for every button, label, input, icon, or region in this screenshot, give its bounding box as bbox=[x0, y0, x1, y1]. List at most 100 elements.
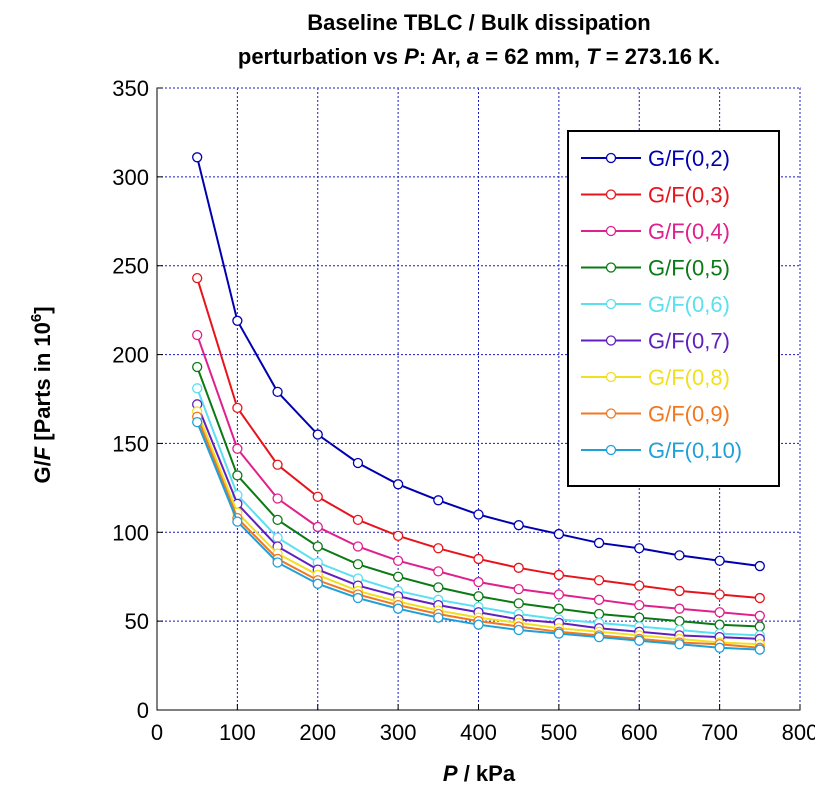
data-point bbox=[352, 559, 364, 570]
legend-marker bbox=[605, 152, 617, 164]
y-tick-label: 0 bbox=[137, 698, 149, 723]
data-point bbox=[714, 607, 725, 618]
data-point bbox=[634, 612, 645, 623]
data-point bbox=[392, 603, 404, 614]
y-tick-label: 350 bbox=[112, 76, 149, 101]
data-point bbox=[232, 443, 243, 454]
data-point bbox=[754, 644, 765, 655]
legend-item: G/F(0,5) bbox=[581, 256, 730, 281]
y-axis-label-part: ] bbox=[30, 306, 55, 313]
legend-box bbox=[567, 130, 780, 487]
data-point bbox=[232, 315, 243, 326]
data-point bbox=[593, 594, 605, 605]
chart-title-line2: perturbation vs P: Ar, a = 62 mm, T = 27… bbox=[238, 44, 720, 69]
data-point bbox=[634, 599, 645, 611]
chart-title-part: a bbox=[467, 44, 479, 69]
data-point bbox=[513, 562, 524, 573]
legend-marker bbox=[605, 408, 617, 419]
data-point bbox=[272, 386, 283, 398]
data-point bbox=[513, 598, 524, 609]
data-point bbox=[513, 624, 524, 636]
legend-label: G/F(0,8) bbox=[648, 365, 730, 390]
series-4 bbox=[192, 329, 765, 621]
data-point bbox=[433, 582, 444, 593]
series-3 bbox=[192, 273, 765, 604]
legend: G/F(0,2) G/F(0,3) G/F(0,4) G/F(0,5) G/F(0,6)… bbox=[567, 130, 780, 487]
data-point bbox=[553, 528, 565, 540]
y-axis-label: G/F [Parts in 106] bbox=[28, 306, 55, 483]
data-point bbox=[714, 589, 725, 600]
data-point bbox=[232, 470, 243, 481]
data-point bbox=[674, 639, 685, 650]
data-point bbox=[433, 612, 444, 623]
data-point bbox=[754, 610, 765, 621]
data-point bbox=[272, 514, 283, 525]
data-point bbox=[433, 495, 444, 506]
data-point bbox=[593, 608, 605, 620]
data-point bbox=[553, 589, 565, 600]
data-point bbox=[312, 521, 323, 533]
series-5 bbox=[192, 361, 765, 632]
data-point bbox=[714, 619, 725, 630]
y-axis-label-part: F bbox=[30, 446, 55, 460]
data-point bbox=[674, 615, 685, 627]
data-point bbox=[312, 491, 323, 502]
data-point bbox=[272, 557, 283, 568]
x-axis-label-unit: / kPa bbox=[458, 761, 516, 786]
legend-marker bbox=[605, 335, 617, 346]
data-point bbox=[473, 553, 484, 565]
legend-item: G/F(0,4) bbox=[581, 219, 730, 244]
legend-item: G/F(0,7) bbox=[581, 329, 730, 354]
data-point bbox=[312, 429, 323, 440]
y-axis-label-part: G/ bbox=[30, 460, 55, 483]
data-point bbox=[714, 555, 725, 566]
legend-label: G/F(0,7) bbox=[648, 329, 730, 354]
x-tick-label: 300 bbox=[380, 720, 417, 745]
data-point bbox=[553, 628, 565, 639]
legend-label: G/F(0,5) bbox=[648, 256, 730, 281]
legend-marker bbox=[605, 225, 617, 237]
x-tick-label: 400 bbox=[460, 720, 497, 745]
y-tick-label: 250 bbox=[112, 254, 149, 279]
data-point bbox=[192, 361, 203, 373]
y-tick-label: 100 bbox=[112, 520, 149, 545]
y-axis-label-part: [Parts in 10 bbox=[30, 322, 55, 447]
tick-labels: 0 100 200 300 400 500 600 700 800 0 50 100 150 200 250… bbox=[112, 76, 815, 745]
x-tick-label: 200 bbox=[299, 720, 336, 745]
data-point bbox=[754, 560, 765, 572]
chart-title-part: T bbox=[586, 44, 601, 69]
data-point bbox=[754, 621, 765, 632]
x-tick-label: 100 bbox=[219, 720, 256, 745]
data-point bbox=[634, 635, 645, 646]
legend-label: G/F(0,4) bbox=[648, 219, 730, 244]
legend-marker bbox=[605, 298, 617, 310]
x-tick-label: 800 bbox=[782, 720, 815, 745]
chart-title-part: P bbox=[404, 44, 419, 69]
y-tick-label: 150 bbox=[112, 431, 149, 456]
chart-title-part: = 273.16 K. bbox=[600, 44, 720, 69]
legend-item: G/F(0,6) bbox=[581, 292, 730, 317]
data-point bbox=[473, 509, 484, 520]
series-10 bbox=[192, 416, 765, 655]
data-point bbox=[352, 514, 364, 525]
series-2 bbox=[192, 152, 765, 572]
y-tick-label: 200 bbox=[112, 343, 149, 368]
data-point bbox=[553, 569, 565, 581]
series-layer bbox=[192, 152, 765, 655]
legend-label: G/F(0,10) bbox=[648, 438, 742, 463]
chart-title-part: perturbation vs bbox=[238, 44, 404, 69]
chart-title-part: : Ar, bbox=[419, 44, 467, 69]
data-point bbox=[192, 329, 203, 341]
chart-title: Baseline TBLC / Bulk dissipation perturb… bbox=[238, 10, 720, 69]
data-point bbox=[593, 537, 605, 549]
legend-item: G/F(0,2) bbox=[581, 146, 730, 171]
legend-marker bbox=[605, 444, 617, 456]
legend-item: G/F(0,10) bbox=[581, 438, 742, 463]
x-tick-label: 500 bbox=[541, 720, 578, 745]
data-point bbox=[513, 584, 524, 595]
chart-title-line1: Baseline TBLC / Bulk dissipation bbox=[307, 10, 651, 35]
data-point bbox=[192, 152, 203, 163]
data-point bbox=[634, 543, 645, 554]
y-axis-label-sup: 6 bbox=[28, 314, 45, 322]
